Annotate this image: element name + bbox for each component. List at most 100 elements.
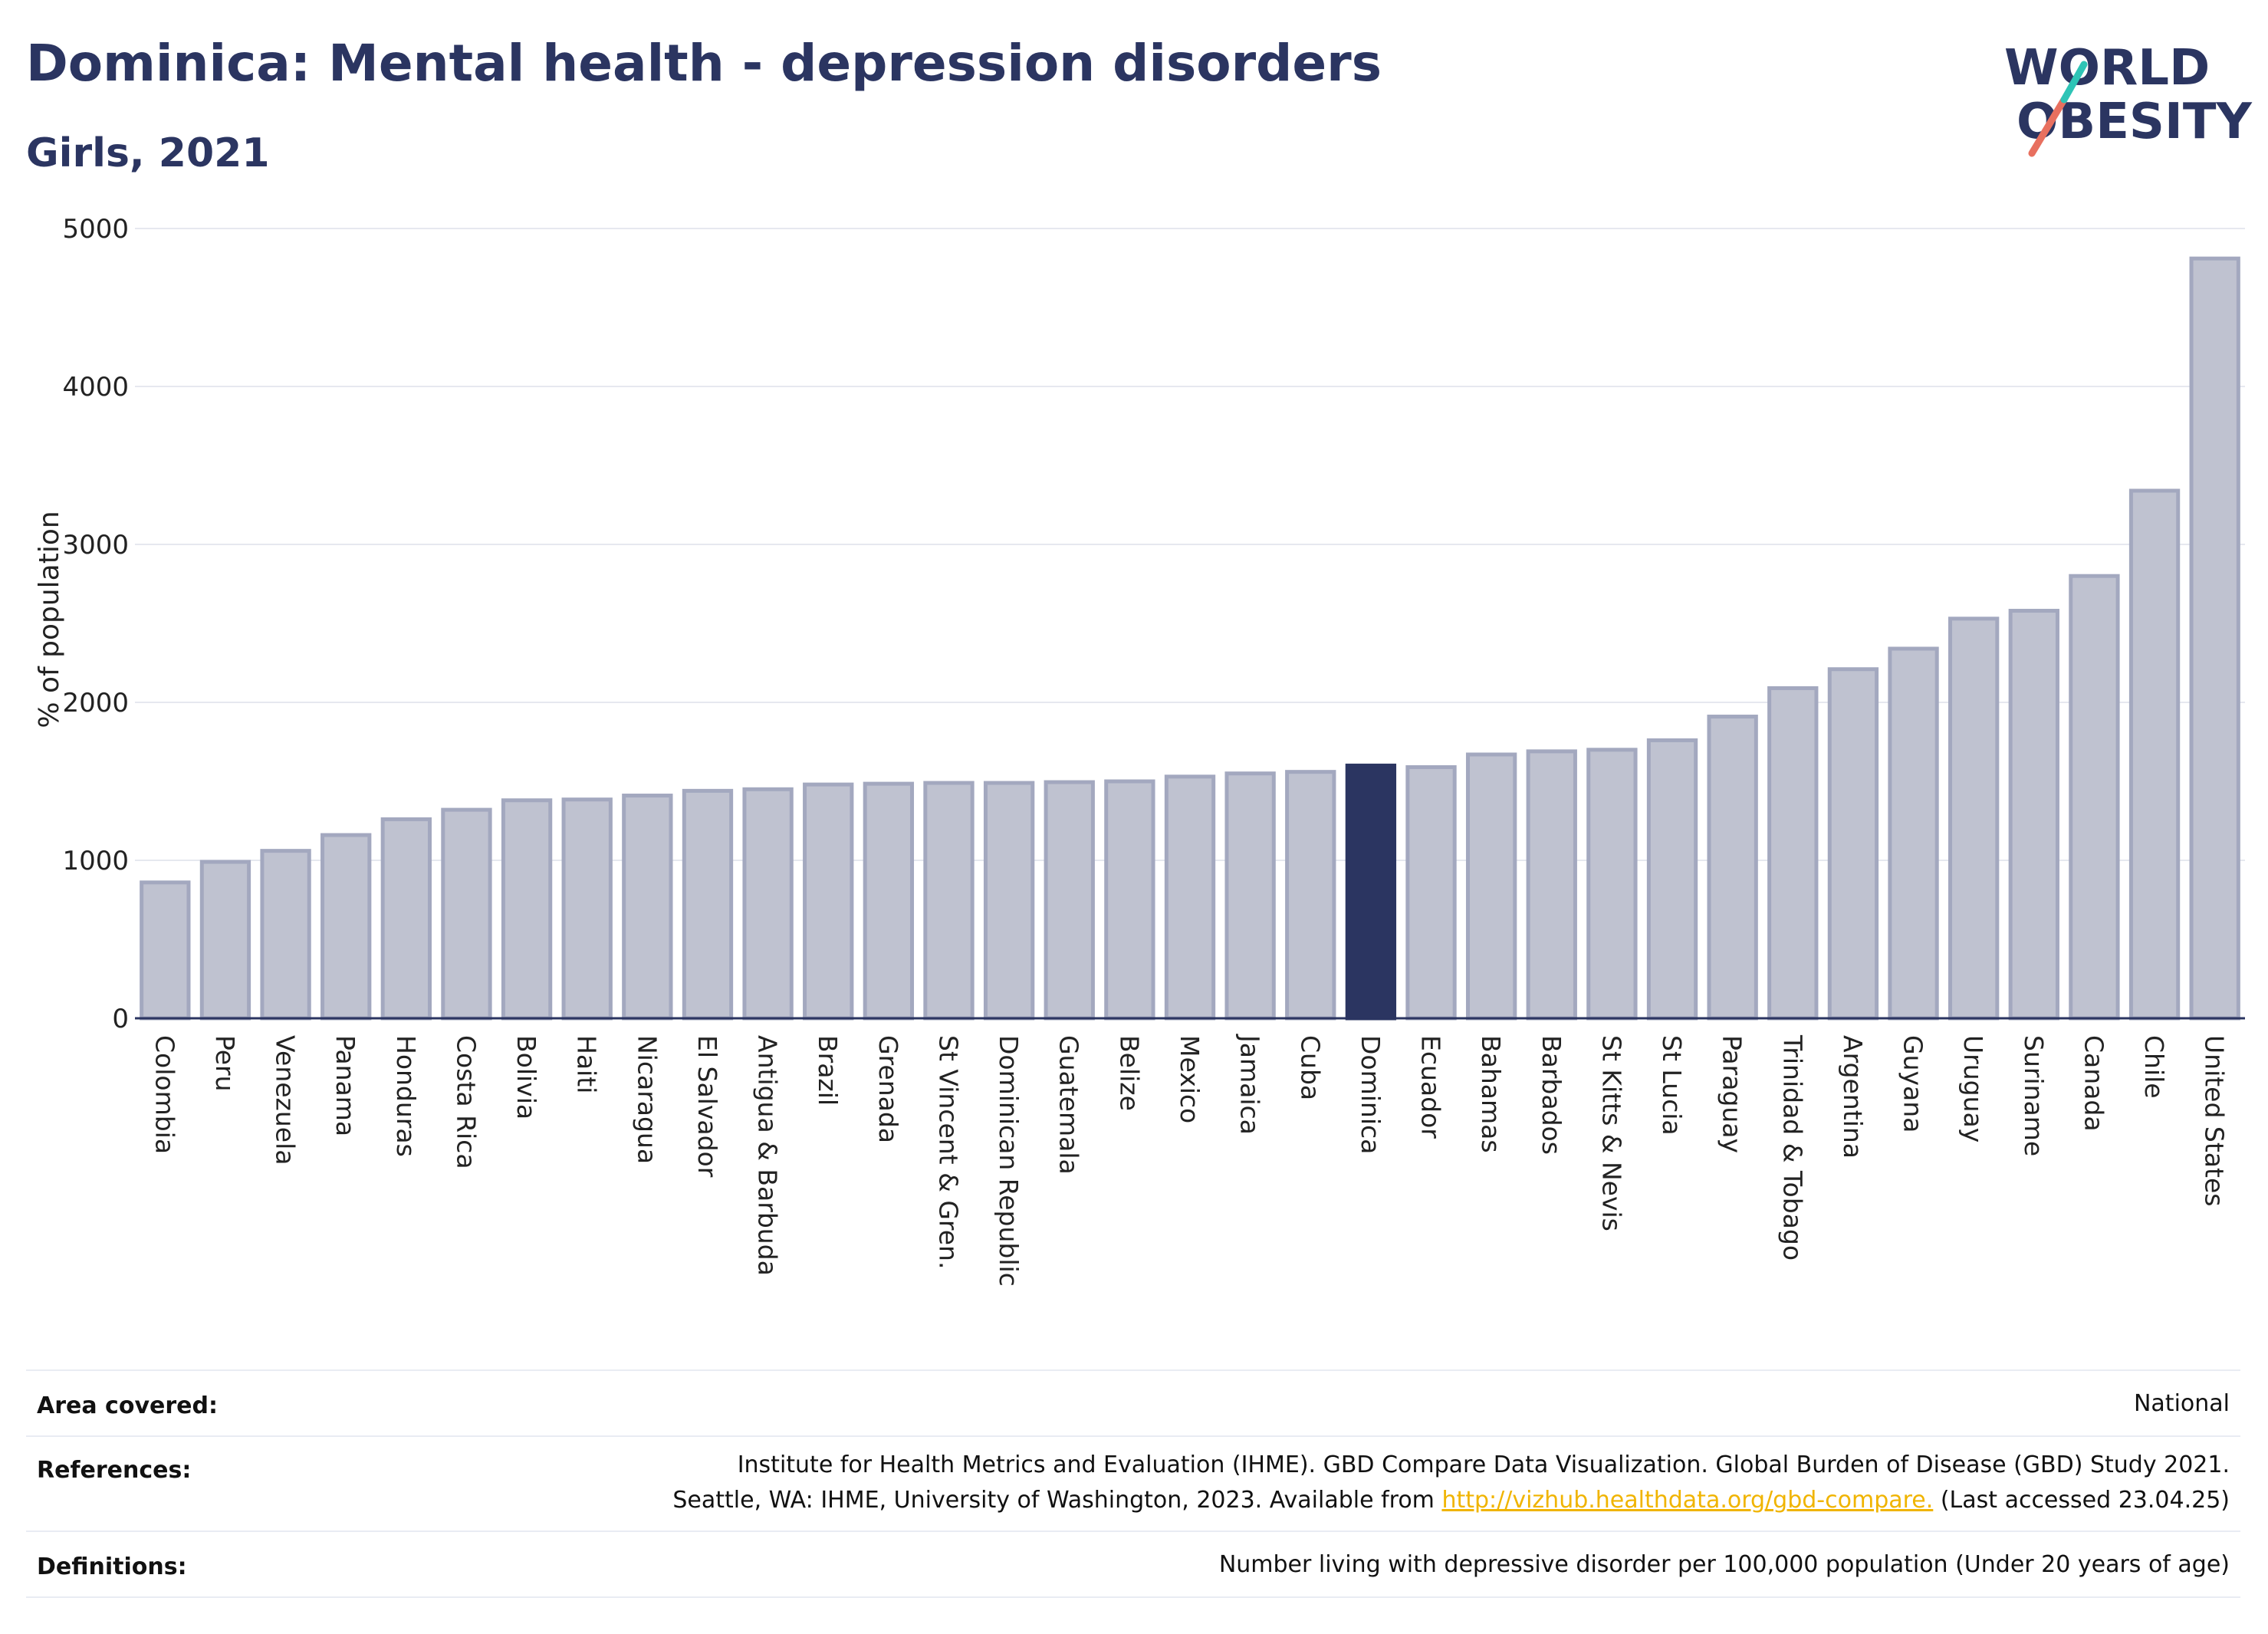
bar-barbados: [1526, 749, 1577, 1021]
bar-guyana: [1888, 646, 1939, 1021]
logo-text-obesity: OBESITY: [2017, 94, 2252, 150]
bar-chart: 0 1000 2000 3000 4000 5000 Colombia Peru Venezu…: [34, 214, 2245, 1287]
x-tick-label: Argentina: [1838, 1035, 1868, 1159]
references-link[interactable]: http://vizhub.healthdata.org/gbd-compare…: [1441, 1487, 1934, 1514]
y-tick-label: 4000: [62, 372, 129, 403]
x-tick-label: St Lucia: [1657, 1035, 1687, 1136]
info-row-area: Area covered: National: [26, 1369, 2240, 1437]
x-tick-label: El Salvador: [692, 1035, 722, 1178]
bar-chile: [2128, 488, 2181, 1021]
bar-suriname: [2008, 609, 2059, 1021]
references-line-2-text: Seattle, WA: IHME, University of Washing…: [672, 1487, 1442, 1514]
x-tick-label: Panama: [330, 1035, 360, 1136]
info-row-definitions: Definitions: Number living with depressi…: [26, 1530, 2240, 1598]
bar-nicaragua: [622, 794, 673, 1021]
bar-honduras: [380, 817, 432, 1021]
y-tick-label: 3000: [62, 530, 129, 561]
bar-grenada: [863, 781, 915, 1021]
bar-dominica: [1345, 763, 1397, 1021]
y-axis-title: % of population: [34, 511, 65, 728]
bar-cuba: [1285, 770, 1336, 1021]
bar-argentina: [1827, 667, 1879, 1021]
chart-title: Dominica: Mental health - depression dis…: [26, 34, 1382, 93]
x-tick-label: Guatemala: [1054, 1035, 1084, 1175]
bar-belize: [1104, 779, 1155, 1021]
references-line-2-suffix: (Last accessed 23.04.25): [1933, 1487, 2230, 1514]
x-tick-label: Uruguay: [1958, 1035, 1988, 1142]
x-tick-label: Ecuador: [1416, 1035, 1446, 1139]
bar-dominican-republic: [983, 781, 1035, 1021]
bar-guatemala: [1044, 780, 1095, 1021]
y-tick-label: 1000: [62, 846, 129, 876]
x-axis-labels: Colombia Peru Venezuela Panama Honduras Costa…: [150, 1034, 2229, 1287]
bar-haiti: [561, 797, 613, 1021]
x-tick-label: Dominica: [1356, 1035, 1385, 1154]
bars: [135, 256, 2245, 1021]
bar-canada: [2069, 574, 2120, 1021]
bar-bahamas: [1465, 752, 1517, 1021]
bar-venezuela: [260, 849, 311, 1021]
x-tick-label: Nicaragua: [632, 1035, 662, 1164]
x-tick-label: Suriname: [2019, 1035, 2049, 1156]
bar-el-salvador: [682, 788, 734, 1021]
logo-text-world: WORLD: [2004, 40, 2210, 97]
definitions-value: Number living with depressive disorder p…: [1218, 1551, 2230, 1578]
x-tick-label: Bolivia: [511, 1035, 541, 1119]
x-tick-label: Belize: [1114, 1035, 1144, 1111]
world-obesity-logo: WORLD OBESITY: [2004, 40, 2252, 157]
x-tick-label: Venezuela: [271, 1035, 301, 1165]
x-tick-label: Trinidad & Tobago: [1777, 1034, 1807, 1261]
bar-peru: [199, 860, 251, 1021]
x-tick-label: Guyana: [1898, 1035, 1928, 1133]
references-line-2: Seattle, WA: IHME, University of Washing…: [672, 1483, 2230, 1518]
bar-united-states: [2189, 256, 2240, 1021]
bar-ecuador: [1405, 764, 1457, 1021]
area-label: Area covered:: [37, 1392, 218, 1419]
chart-subtitle: Girls, 2021: [26, 130, 270, 176]
logo-slash-coral: [2028, 96, 2068, 157]
bar-antigua-barbuda: [742, 787, 794, 1021]
x-tick-label: Costa Rica: [451, 1035, 481, 1169]
y-tick-label: 0: [112, 1004, 129, 1034]
x-tick-label: Dominican Republic: [994, 1035, 1024, 1287]
bar-st-vincent-gren-: [923, 781, 975, 1021]
bar-mexico: [1164, 774, 1216, 1021]
x-tick-label: St Kitts & Nevis: [1596, 1035, 1626, 1231]
x-tick-label: Haiti: [572, 1035, 602, 1093]
x-tick-label: Cuba: [1295, 1035, 1325, 1100]
area-value: National: [2133, 1390, 2230, 1417]
y-tick-label: 5000: [62, 214, 129, 245]
bar-uruguay: [1948, 616, 2000, 1021]
bar-jamaica: [1224, 771, 1276, 1021]
x-tick-label: Antigua & Barbuda: [753, 1035, 783, 1276]
bar-bolivia: [501, 798, 553, 1021]
definitions-label: Definitions:: [37, 1553, 187, 1580]
y-tick-label: 2000: [62, 688, 129, 718]
x-tick-label: Mexico: [1175, 1035, 1205, 1123]
bar-colombia: [140, 880, 191, 1021]
x-tick-label: Honduras: [391, 1035, 421, 1157]
x-tick-label: Brazil: [813, 1035, 843, 1106]
x-tick-label: Bahamas: [1476, 1035, 1506, 1153]
info-row-references: References: Institute for Health Metrics…: [26, 1435, 2240, 1532]
bar-st-kitts-nevis: [1586, 748, 1638, 1021]
x-tick-label: Peru: [210, 1035, 240, 1092]
x-tick-label: Barbados: [1537, 1035, 1566, 1155]
x-tick-label: Paraguay: [1717, 1035, 1747, 1153]
bar-brazil: [803, 782, 854, 1021]
references-label: References:: [37, 1457, 192, 1484]
x-tick-label: Jamaica: [1235, 1034, 1265, 1135]
x-tick-label: Grenada: [873, 1035, 903, 1143]
x-tick-label: Colombia: [150, 1035, 179, 1154]
x-tick-label: Canada: [2079, 1035, 2109, 1132]
info-bottom-rule: [26, 1596, 2240, 1598]
bar-st-lucia: [1646, 738, 1698, 1021]
references-line-1: Institute for Health Metrics and Evaluat…: [737, 1452, 2230, 1478]
x-tick-label: St Vincent & Gren.: [933, 1035, 963, 1269]
x-tick-label: Chile: [2139, 1035, 2169, 1099]
bar-paraguay: [1707, 715, 1758, 1021]
bar-costa-rica: [441, 807, 492, 1021]
x-tick-label: United States: [2200, 1035, 2230, 1206]
references-value: Institute for Health Metrics and Evaluat…: [672, 1448, 2230, 1518]
y-axis-ticks: 0 1000 2000 3000 4000 5000: [62, 214, 129, 1034]
